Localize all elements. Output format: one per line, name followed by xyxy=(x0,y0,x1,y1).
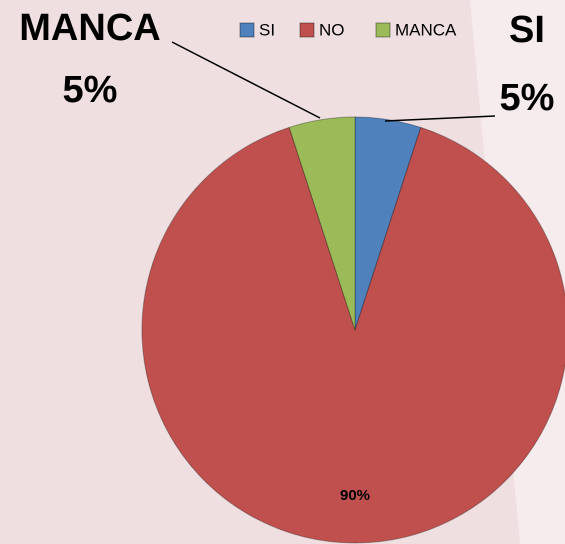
leader-line xyxy=(384,115,496,122)
legend-swatch xyxy=(299,22,315,38)
data-label: 5% xyxy=(500,77,555,119)
leader-line xyxy=(171,41,321,119)
pie-slice xyxy=(354,116,422,331)
data-label: 90% xyxy=(340,487,370,504)
data-label-name: MANCA xyxy=(19,7,160,49)
pie-slice xyxy=(141,126,565,544)
legend-label: SI xyxy=(259,20,275,39)
legend-label: MANCA xyxy=(395,20,457,39)
legend-swatch xyxy=(375,22,391,38)
data-label: 5% xyxy=(63,69,118,111)
pie-slice xyxy=(288,116,356,331)
legend-label: NO xyxy=(319,20,345,39)
legend-swatch xyxy=(239,22,255,38)
data-label-name: SI xyxy=(509,9,545,51)
